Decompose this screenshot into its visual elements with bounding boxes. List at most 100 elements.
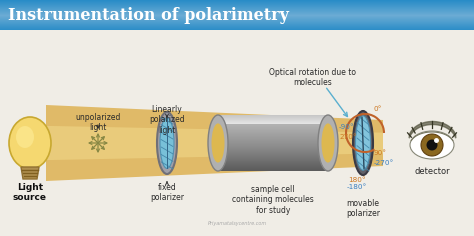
Polygon shape [46, 126, 383, 160]
Bar [218, 167, 328, 168]
Bar [218, 160, 328, 161]
Bar [0, 15, 474, 16]
Bar [0, 22, 474, 23]
Bar [0, 24, 474, 25]
Text: movable
polarizer: movable polarizer [346, 199, 380, 218]
Text: 180°: 180° [348, 177, 366, 183]
Bar [218, 125, 328, 126]
Bar [218, 151, 328, 152]
Bar [0, 18, 474, 19]
Bar [218, 130, 328, 131]
Bar [218, 147, 328, 148]
Bar [218, 169, 328, 170]
Bar [218, 132, 328, 133]
Text: fixed
polarizer: fixed polarizer [150, 183, 184, 202]
Bar [0, 26, 474, 27]
Bar [0, 29, 474, 30]
Bar [218, 168, 328, 169]
Bar [218, 115, 328, 116]
Bar [0, 10, 474, 11]
Bar [218, 128, 328, 129]
Text: Light
source: Light source [13, 183, 47, 202]
Text: Optical rotation due to
molecules: Optical rotation due to molecules [270, 68, 356, 87]
Bar [218, 123, 328, 124]
Bar [0, 23, 474, 24]
Ellipse shape [157, 112, 177, 174]
Bar [218, 139, 328, 140]
Text: detector: detector [414, 167, 450, 176]
Bar [218, 144, 328, 145]
Bar [218, 141, 328, 142]
Bar [218, 134, 328, 135]
Bar [0, 13, 474, 14]
Text: Priyamatalsycentre.com: Priyamatalsycentre.com [208, 221, 266, 226]
Bar [0, 16, 474, 17]
Ellipse shape [321, 123, 335, 163]
Polygon shape [46, 105, 383, 181]
Bar [0, 27, 474, 28]
Bar [0, 2, 474, 3]
Ellipse shape [16, 126, 34, 148]
Bar [0, 25, 474, 26]
Bar [218, 116, 328, 117]
Bar [218, 126, 328, 127]
Bar [218, 170, 328, 171]
Bar [218, 135, 328, 136]
Bar [218, 122, 328, 123]
Bar [218, 152, 328, 153]
Bar [218, 161, 328, 162]
Bar [0, 8, 474, 9]
Text: Instrumentation of polarimetry: Instrumentation of polarimetry [8, 7, 289, 24]
Bar [218, 138, 328, 139]
Bar [218, 127, 328, 128]
Bar [0, 5, 474, 6]
Ellipse shape [353, 111, 373, 175]
Ellipse shape [421, 134, 443, 156]
Ellipse shape [9, 117, 51, 169]
Bar [218, 163, 328, 164]
Bar [218, 121, 328, 122]
Bar [218, 162, 328, 163]
Bar [218, 119, 328, 120]
Bar [0, 12, 474, 13]
Bar [0, 21, 474, 22]
Bar [218, 159, 328, 160]
Bar [218, 153, 328, 154]
Bar [218, 133, 328, 134]
Bar [0, 19, 474, 20]
Ellipse shape [356, 116, 371, 170]
Text: -270°: -270° [374, 160, 394, 166]
Bar [218, 142, 328, 143]
Bar [0, 20, 474, 21]
Bar [0, 17, 474, 18]
Bar [218, 129, 328, 130]
Bar [218, 137, 328, 138]
Ellipse shape [410, 131, 454, 159]
Bar [218, 136, 328, 137]
Bar [218, 148, 328, 149]
Bar [0, 6, 474, 7]
Bar [0, 11, 474, 12]
Bar [0, 14, 474, 15]
Bar [218, 120, 328, 121]
Bar [0, 1, 474, 2]
Bar [218, 146, 328, 147]
Text: -90°: -90° [339, 124, 355, 130]
Bar [218, 131, 328, 132]
Text: Linearly
polarized
light: Linearly polarized light [149, 105, 185, 135]
Bar [218, 124, 328, 125]
Bar [218, 156, 328, 157]
Bar [0, 3, 474, 4]
Bar [218, 166, 328, 167]
Bar [0, 4, 474, 5]
Bar [0, 7, 474, 8]
Polygon shape [21, 167, 39, 179]
Ellipse shape [160, 118, 174, 169]
Bar [218, 143, 328, 144]
Bar [218, 149, 328, 150]
Text: 0°: 0° [374, 106, 383, 112]
Bar [218, 164, 328, 165]
Bar [218, 118, 328, 119]
Bar [218, 165, 328, 166]
Ellipse shape [427, 139, 438, 151]
